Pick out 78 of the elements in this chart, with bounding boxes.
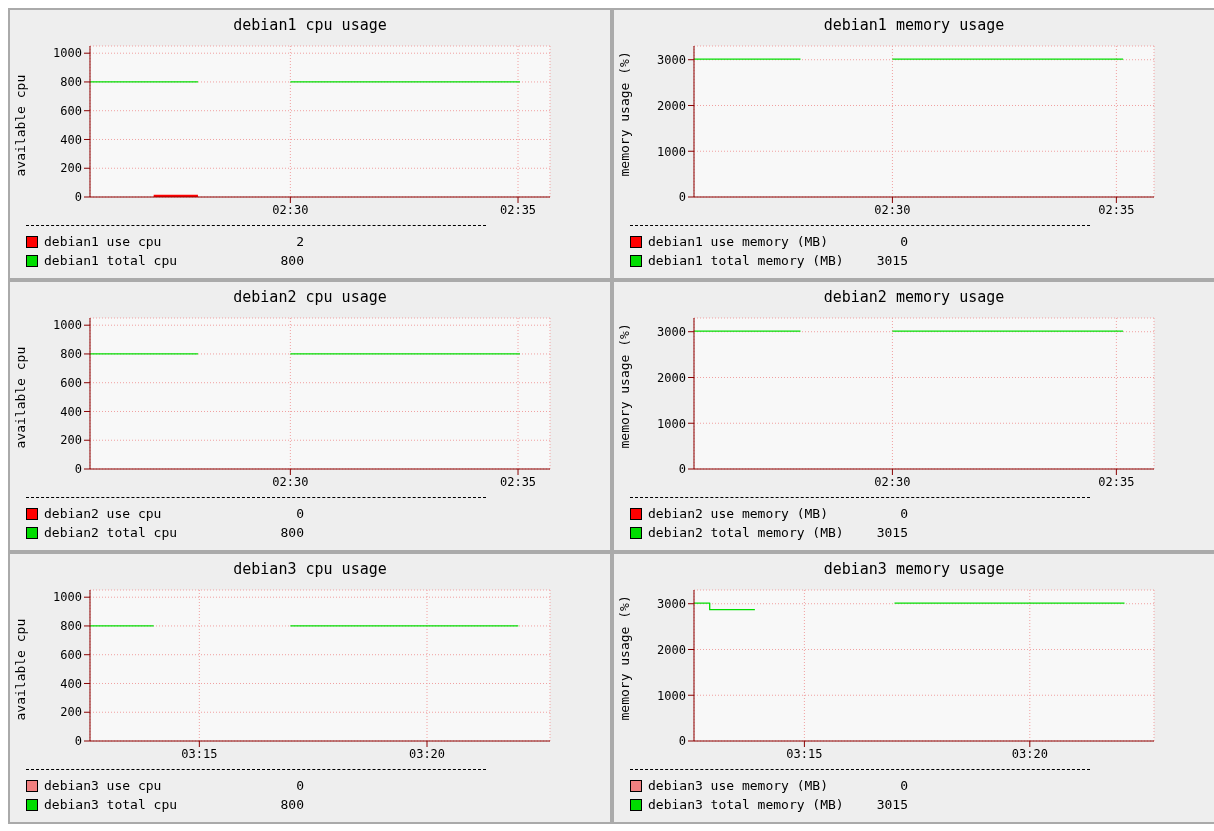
y-tick-label: 800	[60, 347, 82, 362]
y-tick-label: 600	[60, 103, 82, 118]
legend-label: debian3 total cpu	[44, 797, 179, 812]
y-tick-label: 1000	[53, 46, 82, 61]
y-axis-title: memory usage (%)	[616, 595, 632, 721]
chart-title: debian3 memory usage	[822, 559, 1006, 578]
x-tick-label: 02:35	[499, 202, 537, 217]
y-tick-label: 400	[60, 404, 82, 419]
x-tick-label: 02:30	[874, 202, 911, 217]
y-tick-label: 0	[74, 190, 82, 205]
y-tick-label: 400	[60, 132, 82, 147]
x-tick-label: 02:30	[272, 474, 309, 489]
text: 800	[279, 253, 304, 268]
y-tick-label: 600	[60, 375, 82, 390]
legend-label: debian1 total cpu	[44, 253, 179, 268]
y-tick-label: 2000	[657, 370, 686, 385]
chart-title: debian1 cpu usage	[232, 15, 388, 34]
y-tick-label: 600	[60, 647, 82, 662]
legend-label: debian2 use cpu	[44, 506, 163, 521]
legend-label: debian1 total memory (MB)	[648, 253, 845, 268]
y-tick-label: 2000	[657, 98, 686, 113]
x-tick-label: 03:15	[181, 746, 218, 761]
legend-label: debian1 use memory (MB)	[648, 234, 829, 249]
y-axis-title: available cpu	[12, 346, 28, 449]
x-tick-label: 02:30	[874, 474, 911, 489]
x-tick-label: 02:35	[1098, 202, 1135, 217]
text: 0	[295, 506, 304, 521]
text: 3015	[875, 797, 908, 812]
x-tick-label: 02:35	[499, 474, 537, 489]
y-axis-title: memory usage (%)	[616, 323, 632, 449]
y-tick-label: 0	[74, 734, 82, 749]
y-tick-label: 1000	[657, 144, 686, 159]
x-tick-label: 02:35	[1098, 474, 1135, 489]
text: 0	[295, 778, 304, 793]
text: 0	[899, 506, 908, 521]
chart-title: debian3 cpu usage	[232, 559, 388, 578]
y-tick-label: 0	[678, 462, 686, 477]
legend-label: debian3 total memory (MB)	[648, 797, 845, 812]
y-axis-title: available cpu	[12, 618, 28, 721]
x-tick-label: 03:15	[786, 746, 823, 761]
y-tick-label: 0	[678, 734, 686, 749]
chart-title: debian1 memory usage	[822, 15, 1006, 34]
y-tick-label: 3000	[657, 52, 686, 67]
text: 0	[899, 778, 908, 793]
y-tick-label: 1000	[53, 590, 82, 605]
x-tick-label: 03:20	[408, 746, 446, 761]
y-tick-label: 200	[60, 161, 82, 176]
y-tick-label: 3000	[657, 324, 686, 339]
x-tick-label: 03:20	[1011, 746, 1048, 761]
y-tick-label: 0	[74, 462, 82, 477]
chart-title: debian2 memory usage	[822, 287, 1006, 306]
y-tick-label: 1000	[53, 318, 82, 333]
legend-label: debian2 use memory (MB)	[648, 506, 829, 521]
text: 800	[279, 797, 304, 812]
chart-title: debian2 cpu usage	[232, 287, 388, 306]
y-tick-label: 3000	[657, 596, 686, 611]
y-tick-label: 800	[60, 619, 82, 634]
legend-label: debian3 use cpu	[44, 778, 163, 793]
legend-label: debian2 total cpu	[44, 525, 179, 540]
y-tick-label: 0	[678, 190, 686, 205]
y-tick-label: 200	[60, 433, 82, 448]
legend-label: debian1 use cpu	[44, 234, 163, 249]
y-tick-label: 2000	[657, 642, 686, 657]
legend-label: debian3 use memory (MB)	[648, 778, 829, 793]
y-tick-label: 1000	[657, 688, 686, 703]
text: 0	[899, 234, 908, 249]
text: 800	[279, 525, 304, 540]
text: 3015	[875, 525, 908, 540]
text: 2	[295, 234, 304, 249]
text: 3015	[875, 253, 908, 268]
y-tick-label: 1000	[657, 416, 686, 431]
y-axis-title: memory usage (%)	[616, 51, 632, 177]
x-tick-label: 02:30	[272, 202, 309, 217]
y-tick-label: 200	[60, 705, 82, 720]
legend-label: debian2 total memory (MB)	[648, 525, 845, 540]
y-axis-title: available cpu	[12, 74, 28, 177]
y-tick-label: 800	[60, 75, 82, 90]
y-tick-label: 400	[60, 676, 82, 691]
